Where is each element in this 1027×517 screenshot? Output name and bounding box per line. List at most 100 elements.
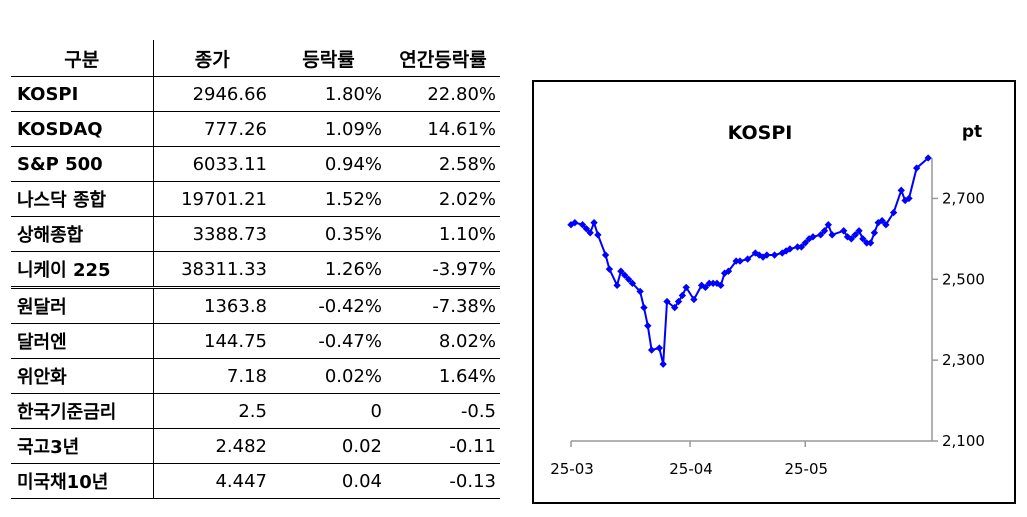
data-point-marker bbox=[701, 283, 710, 292]
data-point-marker bbox=[851, 231, 859, 239]
row-name: 상해종합 bbox=[11, 216, 154, 252]
row-name: KOSPI bbox=[11, 76, 154, 112]
data-point-marker bbox=[594, 231, 602, 239]
data-point-marker bbox=[866, 239, 875, 247]
data-point-marker bbox=[671, 303, 679, 312]
row-name: 달러엔 bbox=[11, 323, 154, 359]
row-name: 한국기준금리 bbox=[11, 393, 154, 429]
row-annual-change: 1.64% bbox=[386, 358, 500, 394]
table-row: 니케이 225 38311.33 1.26% -3.97% bbox=[11, 251, 500, 289]
row-close: 2.5 bbox=[153, 393, 271, 429]
row-annual-change: 14.61% bbox=[386, 111, 500, 147]
row-change: 1.80% bbox=[271, 76, 386, 112]
data-point-marker bbox=[809, 233, 817, 241]
table-row: 나스닥 종합 19701.21 1.52% 2.02% bbox=[11, 181, 500, 217]
market-summary-table: 구분 종가 등락률 연간등락률 KOSPI 2946.66 1.80% 22.8… bbox=[11, 40, 500, 499]
row-annual-change: 22.80% bbox=[386, 76, 500, 112]
y-tick-label: 2,300 bbox=[942, 351, 985, 369]
data-point-marker bbox=[601, 251, 610, 259]
row-close: 38311.33 bbox=[153, 251, 271, 289]
x-tick-label: 25-04 bbox=[669, 460, 713, 478]
row-close: 4.447 bbox=[153, 463, 271, 499]
row-annual-change: -7.38% bbox=[386, 287, 500, 324]
row-close: 777.26 bbox=[153, 111, 271, 147]
data-point-marker bbox=[640, 303, 648, 312]
y-ticks: 2,100 2,300 2,500 2,700 bbox=[932, 189, 985, 450]
table-row: 상해종합 3388.73 0.35% 1.10% bbox=[11, 216, 500, 252]
data-point-marker bbox=[882, 221, 890, 229]
kospi-chart-panel: KOSPI pt 2,100 2,300 2,500 2,700 25-03 25-04… bbox=[532, 80, 1016, 504]
data-point-marker bbox=[889, 208, 898, 217]
chart-title: KOSPI bbox=[728, 122, 793, 144]
row-annual-change: -0.11 bbox=[386, 428, 500, 464]
row-name: 미국채10년 bbox=[11, 463, 154, 499]
y-tick-label: 2,700 bbox=[942, 189, 985, 207]
y-tick-label: 2,100 bbox=[942, 432, 985, 450]
data-point-marker bbox=[628, 279, 637, 288]
header-change: 등락률 bbox=[271, 40, 386, 77]
row-annual-change: 2.02% bbox=[386, 181, 500, 217]
row-name: 위안화 bbox=[11, 358, 154, 394]
data-point-marker bbox=[724, 267, 733, 275]
table-row: 한국기준금리 2.5 0 -0.5 bbox=[11, 393, 500, 429]
kospi-series-line bbox=[570, 157, 929, 365]
data-point-marker bbox=[870, 229, 879, 237]
row-annual-change: -3.97% bbox=[386, 251, 500, 289]
table-row: KOSDAQ 777.26 1.09% 14.61% bbox=[11, 111, 500, 147]
data-point-marker bbox=[709, 279, 717, 288]
row-change: 1.26% bbox=[271, 251, 386, 289]
row-change: -0.47% bbox=[271, 323, 386, 359]
data-point-marker bbox=[647, 346, 656, 354]
row-annual-change: 8.02% bbox=[386, 323, 500, 359]
row-close: 6033.11 bbox=[153, 146, 271, 182]
data-point-marker bbox=[655, 344, 664, 352]
row-change: 0.94% bbox=[271, 146, 386, 182]
y-axis-unit-label: pt bbox=[962, 122, 982, 142]
data-point-marker bbox=[613, 281, 621, 290]
header-close: 종가 bbox=[153, 40, 271, 77]
data-point-marker bbox=[674, 297, 683, 306]
data-point-marker bbox=[736, 257, 744, 265]
row-name: 국고3년 bbox=[11, 428, 154, 464]
kospi-line-chart: KOSPI pt 2,100 2,300 2,500 2,700 25-03 25-04… bbox=[550, 122, 985, 478]
row-close: 1363.8 bbox=[153, 287, 271, 324]
row-change: 0.02 bbox=[271, 428, 386, 464]
table-row: S&P 500 6033.11 0.94% 2.58% bbox=[11, 146, 500, 182]
x-tick-label: 25-05 bbox=[784, 460, 828, 478]
data-point-marker bbox=[590, 219, 598, 227]
data-point-marker bbox=[924, 154, 932, 162]
header-category: 구분 bbox=[11, 40, 154, 77]
row-change: 0.02% bbox=[271, 358, 386, 394]
data-point-marker bbox=[578, 221, 587, 229]
data-point-marker bbox=[659, 360, 667, 368]
data-point-marker bbox=[897, 186, 905, 195]
row-close: 144.75 bbox=[153, 323, 271, 359]
data-point-marker bbox=[636, 287, 644, 296]
row-close: 19701.21 bbox=[153, 181, 271, 217]
data-point-marker bbox=[859, 235, 867, 243]
table-row: 달러엔 144.75 -0.47% 8.02% bbox=[11, 323, 500, 359]
row-close: 3388.73 bbox=[153, 216, 271, 252]
row-annual-change: -0.5 bbox=[386, 393, 500, 429]
row-change: 0.35% bbox=[271, 216, 386, 252]
row-close: 7.18 bbox=[153, 358, 271, 394]
row-annual-change: 1.10% bbox=[386, 216, 500, 252]
row-name: 원달러 bbox=[11, 287, 154, 324]
table-row: 원달러 1363.8 -0.42% -7.38% bbox=[11, 287, 500, 324]
data-point-marker bbox=[644, 322, 652, 330]
data-point-marker bbox=[801, 239, 809, 247]
data-point-marker bbox=[824, 221, 832, 229]
data-point-marker bbox=[571, 219, 579, 227]
row-change: -0.42% bbox=[271, 287, 386, 324]
data-point-marker bbox=[605, 265, 614, 273]
row-change: 0.04 bbox=[271, 463, 386, 499]
y-tick-label: 2,500 bbox=[942, 270, 985, 288]
table-row: 미국채10년 4.447 0.04 -0.13 bbox=[11, 463, 500, 499]
data-point-marker bbox=[828, 231, 836, 239]
row-name: S&P 500 bbox=[11, 146, 154, 182]
data-point-marker bbox=[816, 231, 825, 239]
series-markers bbox=[567, 154, 932, 368]
row-close: 2.482 bbox=[153, 428, 271, 464]
table-row: KOSPI 2946.66 1.80% 22.80% bbox=[11, 76, 500, 112]
header-annual-change: 연간등락률 bbox=[386, 40, 500, 77]
